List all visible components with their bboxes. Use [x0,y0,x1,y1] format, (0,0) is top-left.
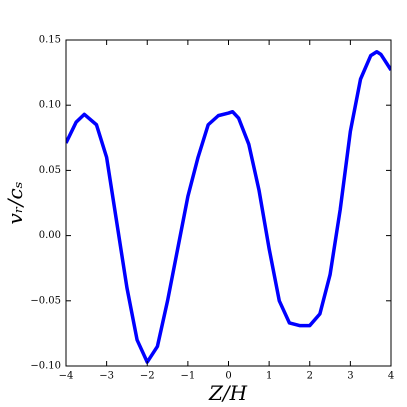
y-tick-label: 0.05 [39,165,61,176]
y-tick-label: −0.05 [30,295,61,306]
x-tick-label: 1 [266,371,272,382]
data-line [66,49,391,364]
y-tick-label: 0.00 [39,230,61,241]
x-tick-label: 4 [388,371,394,382]
x-tick-label: 2 [307,371,313,382]
x-axis-label: Z/H [208,381,248,405]
x-tick-label: −4 [59,371,74,382]
x-tick-label: −1 [181,371,196,382]
x-tick-label: 3 [347,371,353,382]
x-tick-label: −3 [99,371,114,382]
x-tick-label: 0 [225,371,231,382]
y-tick-label: −0.10 [30,361,61,372]
x-tick-label: −2 [140,371,155,382]
y-tick-label: 0.10 [39,100,61,111]
y-axis-label: vᵣ/cₛ [3,182,27,225]
y-tick-label: 0.15 [39,35,61,46]
